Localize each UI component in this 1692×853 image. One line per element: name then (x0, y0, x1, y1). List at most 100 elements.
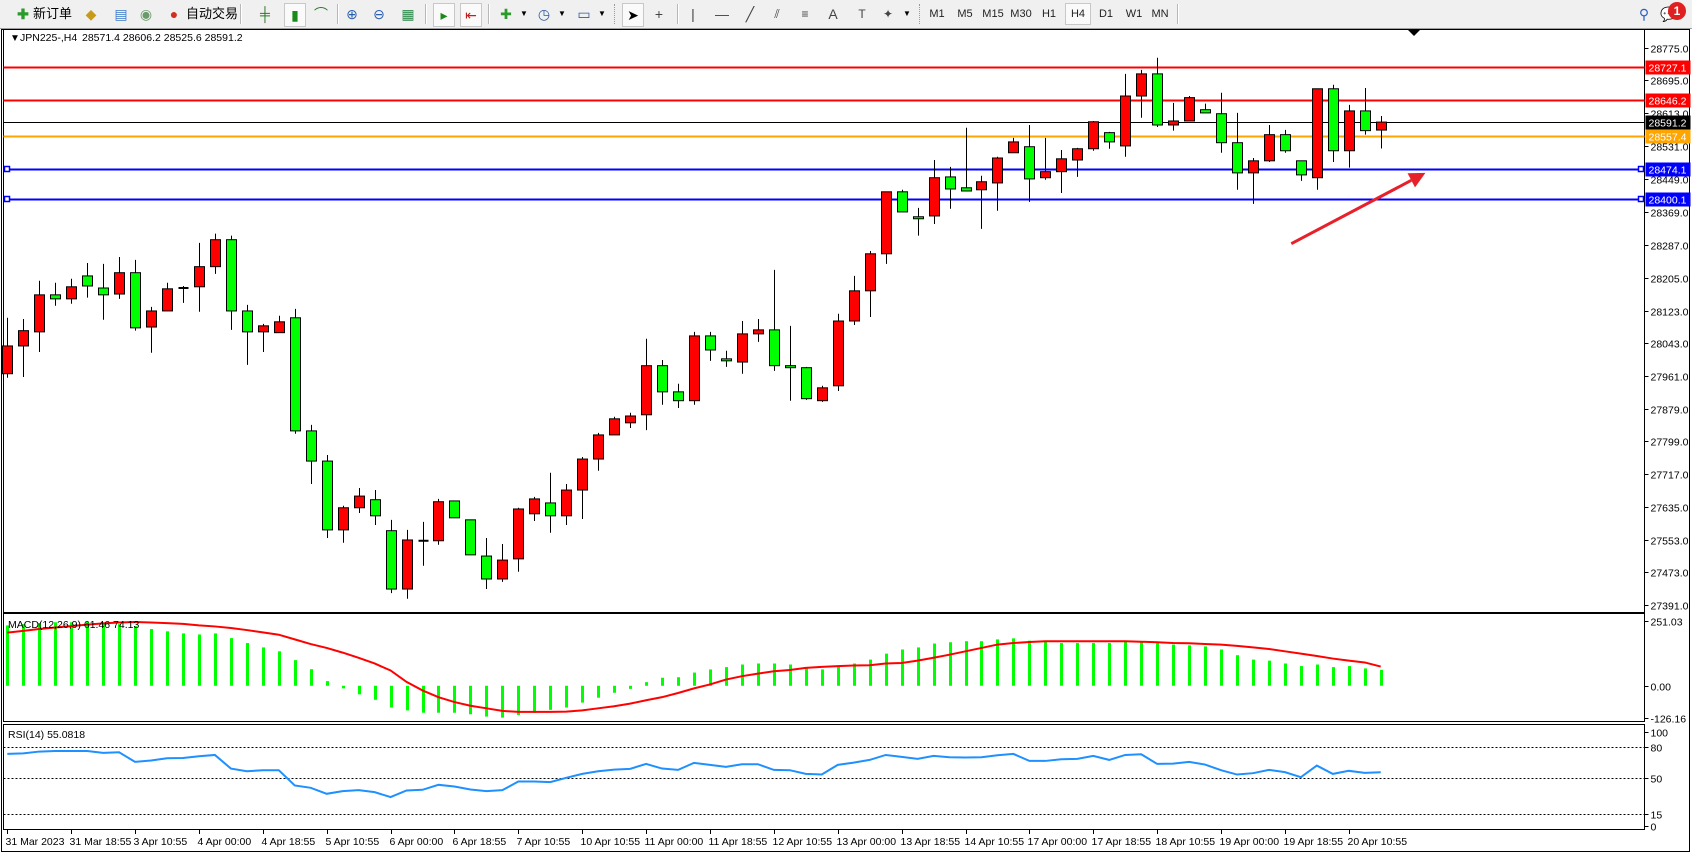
arrow-annotation-line[interactable] (1290, 179, 1412, 246)
vertical-line-icon[interactable]: | (691, 6, 695, 22)
candle[interactable] (897, 189, 908, 213)
chevron-down-icon[interactable]: ▼ (903, 9, 911, 18)
candle[interactable] (1120, 73, 1131, 157)
candle[interactable] (657, 360, 668, 405)
candle[interactable] (402, 529, 413, 599)
candle[interactable] (945, 166, 956, 209)
chevron-down-icon[interactable]: ▼ (558, 9, 566, 18)
zoom-out-icon[interactable]: ⊖ (373, 6, 385, 22)
candle[interactable] (1152, 57, 1163, 127)
candle[interactable] (593, 432, 604, 471)
navigator-icon[interactable]: ▤ (114, 6, 128, 22)
indicators-icon[interactable]: ✚ (500, 6, 512, 22)
line-handle[interactable] (3, 165, 11, 173)
candle[interactable] (130, 259, 141, 331)
zoom-in-icon[interactable]: ⊕ (346, 6, 358, 22)
toolbar-grip[interactable] (919, 4, 923, 24)
candle[interactable] (577, 457, 588, 520)
candle[interactable] (737, 321, 748, 374)
periods-icon[interactable]: ◷ (537, 6, 551, 22)
candle[interactable] (833, 313, 844, 392)
notification-badge[interactable]: 1 (1668, 2, 1686, 20)
fibonacci-icon[interactable]: ≡ (801, 7, 809, 21)
arrow-annotation-head[interactable] (1407, 172, 1426, 188)
candle[interactable] (481, 537, 492, 590)
timeframe-m15-button[interactable]: M15 (982, 8, 1004, 20)
candle[interactable] (1280, 129, 1291, 153)
toolbar-grip[interactable] (614, 4, 618, 24)
candle[interactable] (1072, 147, 1083, 177)
cursor-icon[interactable]: ➤ (622, 3, 644, 27)
candle[interactable] (976, 175, 987, 229)
candle[interactable] (561, 484, 572, 526)
new-order-button[interactable]: 新订单 (33, 3, 72, 25)
horizontal-line-icon[interactable]: — (715, 6, 729, 22)
candle[interactable] (801, 366, 812, 400)
candle[interactable] (82, 263, 93, 298)
chevron-down-icon[interactable]: ▼ (598, 9, 606, 18)
candle[interactable] (1264, 124, 1275, 163)
candle[interactable] (497, 543, 508, 582)
candle[interactable] (961, 127, 972, 192)
candle[interactable] (1216, 92, 1227, 153)
candle[interactable] (529, 496, 540, 522)
auto-scroll-icon[interactable]: ▸ (433, 3, 455, 27)
candle[interactable] (753, 318, 764, 342)
timeframe-mn-button[interactable]: MN (1151, 8, 1169, 20)
candle[interactable] (242, 304, 253, 365)
auto-trade-button[interactable]: 自动交易 (186, 3, 238, 25)
candle[interactable] (146, 306, 157, 353)
timeframe-m30-button[interactable]: M30 (1010, 8, 1032, 20)
timeframe-h4-button[interactable]: H4 (1065, 3, 1091, 25)
candle[interactable] (721, 350, 732, 367)
candle[interactable] (1024, 124, 1035, 202)
candle[interactable] (1104, 131, 1115, 149)
candle[interactable] (194, 242, 205, 312)
candle[interactable] (1248, 157, 1259, 204)
candle[interactable] (1040, 137, 1051, 180)
candle[interactable] (114, 257, 125, 299)
candle[interactable] (1200, 103, 1211, 114)
line-chart-icon[interactable]: ⌒ (314, 6, 328, 22)
candle[interactable] (465, 519, 476, 556)
candle[interactable] (50, 282, 61, 306)
main-price-pane[interactable]: 28775.028695.028613.028531.028449.028369… (2, 29, 1691, 613)
line-handle[interactable] (1637, 195, 1645, 203)
candle[interactable] (1312, 88, 1323, 190)
candle[interactable] (433, 498, 444, 545)
candle[interactable] (162, 282, 173, 312)
chart-shift-icon[interactable]: ⇤ (460, 3, 482, 27)
candle[interactable] (226, 235, 237, 330)
candle[interactable] (849, 275, 860, 326)
candle[interactable] (689, 331, 700, 405)
market-watch-icon[interactable]: ◆ (85, 6, 97, 22)
candle[interactable] (545, 472, 556, 533)
candle[interactable] (609, 416, 620, 436)
crosshair-icon[interactable]: + (654, 6, 664, 22)
candle[interactable] (258, 323, 269, 352)
text-icon[interactable]: A (828, 6, 838, 22)
candle[interactable] (1296, 160, 1307, 181)
candle[interactable] (178, 285, 189, 303)
tile-windows-icon[interactable]: ▦ (401, 6, 415, 22)
candle[interactable] (1344, 104, 1355, 168)
rsi-plot-area[interactable] (3, 724, 1645, 830)
candle[interactable] (1056, 149, 1067, 194)
candle[interactable] (785, 325, 796, 401)
chart-title-arrow[interactable]: ▼ (10, 33, 20, 44)
candle[interactable] (817, 385, 828, 402)
candle[interactable] (1184, 96, 1195, 122)
candlestick-icon[interactable]: ▮ (284, 3, 306, 27)
candle[interactable] (2, 317, 13, 378)
timeframe-m5-button[interactable]: M5 (957, 8, 973, 20)
candle[interactable] (449, 500, 460, 519)
candle[interactable] (1008, 137, 1019, 154)
candle[interactable] (1088, 120, 1099, 151)
candle[interactable] (1328, 84, 1339, 163)
candle[interactable] (18, 318, 29, 377)
timeframe-m1-button[interactable]: M1 (929, 8, 945, 20)
candle[interactable] (705, 331, 716, 361)
text-label-icon[interactable]: T (858, 7, 866, 21)
equidistant-channel-icon[interactable]: ⫽ (774, 7, 780, 21)
candle[interactable] (1376, 116, 1387, 149)
